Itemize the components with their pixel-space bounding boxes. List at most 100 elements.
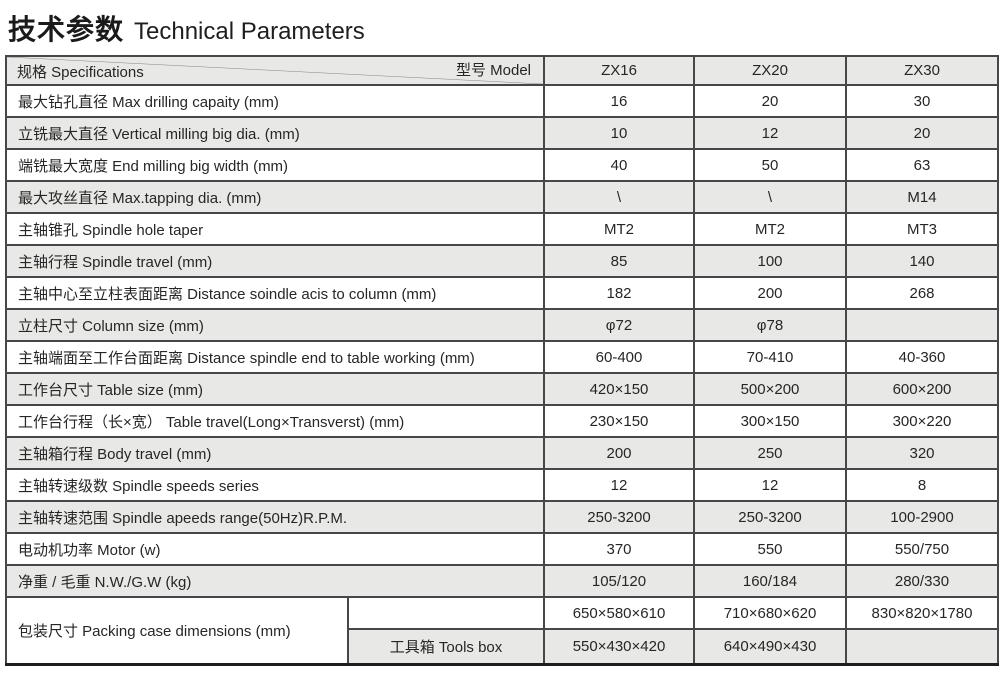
table-row: 工作台行程（长×宽） Table travel(Long×Transverst)… (5, 404, 999, 438)
cell-value: 140 (845, 244, 999, 278)
cell-value: 70-410 (693, 340, 847, 374)
header-spec-model-cell: 规格 Specifications 型号 Model (5, 55, 545, 86)
table-row: 最大钻孔直径 Max drilling capaity (mm) 16 20 30 (5, 84, 999, 118)
cell-value: 200 (693, 276, 847, 310)
cell-value: 100 (693, 244, 847, 278)
cell-value: 40 (543, 148, 695, 182)
row-label: 净重 / 毛重 N.W./G.W (kg) (5, 564, 545, 598)
tools-box-label: 工具箱 Tools box (347, 628, 545, 666)
table-row: 主轴转速范围 Spindle apeeds range(50Hz)R.P.M. 2… (5, 500, 999, 534)
page-title: 技术参数 Technical Parameters (8, 8, 365, 48)
cell-value: 10 (543, 116, 695, 150)
row-label: 最大攻丝直径 Max.tapping dia. (mm) (5, 180, 545, 214)
cell-value: 20 (845, 116, 999, 150)
cell-value: 160/184 (693, 564, 847, 598)
cell-value: 20 (693, 84, 847, 118)
cell-value: 370 (543, 532, 695, 566)
row-label: 立柱尺寸 Column size (mm) (5, 308, 545, 342)
table-row: 净重 / 毛重 N.W./G.W (kg) 105/120 160/184 280/3… (5, 564, 999, 598)
cell-value: 320 (845, 436, 999, 470)
page-title-zh: 技术参数 (8, 14, 125, 45)
cell-value: 105/120 (543, 564, 695, 598)
cell-value: 650×580×610 (543, 596, 695, 630)
table-row: 电动机功率 Motor (w) 370 550 550/750 (5, 532, 999, 566)
row-label: 主轴转速级数 Spindle speeds series (5, 468, 545, 502)
cell-value: 250-3200 (543, 500, 695, 534)
cell-value: 600×200 (845, 372, 999, 406)
cell-value: 550×430×420 (543, 628, 695, 666)
cell-value: φ78 (693, 308, 847, 342)
cell-value: 12 (693, 468, 847, 502)
technical-parameters-table: 规格 Specifications 型号 Model ZX16 ZX20 ZX3… (5, 55, 999, 666)
table-row: 立铣最大直径 Vertical milling big dia. (mm) 10 1… (5, 116, 999, 150)
row-label: 最大钻孔直径 Max drilling capaity (mm) (5, 84, 545, 118)
cell-value: 12 (543, 468, 695, 502)
row-label: 工作台行程（长×宽） Table travel(Long×Transverst)… (5, 404, 545, 438)
table-row: 主轴中心至立柱表面距离 Distance soindle acis to col… (5, 276, 999, 310)
cell-value: MT2 (543, 212, 695, 246)
page-title-en: Technical Parameters (134, 18, 365, 45)
cell-value: 500×200 (693, 372, 847, 406)
cell-value: 182 (543, 276, 695, 310)
cell-value: 100-2900 (845, 500, 999, 534)
table-row: 最大攻丝直径 Max.tapping dia. (mm) \ \ M14 (5, 180, 999, 214)
cell-value: 830×820×1780 (845, 596, 999, 630)
cell-value: 12 (693, 116, 847, 150)
cell-value: 40-360 (845, 340, 999, 374)
row-label: 端铣最大宽度 End milling big width (mm) (5, 148, 545, 182)
table-row: 工作台尺寸 Table size (mm) 420×150 500×200 600×2… (5, 372, 999, 406)
cell-value: 268 (845, 276, 999, 310)
model-column-zx16: ZX16 (543, 55, 695, 86)
cell-value: MT2 (693, 212, 847, 246)
row-label: 主轴中心至立柱表面距离 Distance soindle acis to col… (5, 276, 545, 310)
cell-value: 16 (543, 84, 695, 118)
row-label: 主轴转速范围 Spindle apeeds range(50Hz)R.P.M. (5, 500, 545, 534)
table-row: 端铣最大宽度 End milling big width (mm) 40 50 63 (5, 148, 999, 182)
row-label: 主轴行程 Spindle travel (mm) (5, 244, 545, 278)
cell-value: 280/330 (845, 564, 999, 598)
table-row: 主轴箱行程 Body travel (mm) 200 250 320 (5, 436, 999, 470)
cell-value: 85 (543, 244, 695, 278)
table-row: 主轴端面至工作台面距离 Distance spindle end to tabl… (5, 340, 999, 374)
cell-value: 300×150 (693, 404, 847, 438)
cell-value: 30 (845, 84, 999, 118)
tools-box-row: 工具箱 Tools box 550×430×420 640×490×430 (6, 628, 999, 666)
cell-value (845, 628, 999, 666)
cell-value: 550 (693, 532, 847, 566)
cell-value: 8 (845, 468, 999, 502)
spec-header-label: 规格 Specifications (17, 64, 144, 81)
cell-value: 300×220 (845, 404, 999, 438)
diagonal-divider (7, 57, 543, 84)
packing-sub-label (347, 596, 545, 630)
cell-value: 63 (845, 148, 999, 182)
cell-value: MT3 (845, 212, 999, 246)
cell-value: φ72 (543, 308, 695, 342)
cell-value: 250-3200 (693, 500, 847, 534)
row-label: 工作台尺寸 Table size (mm) (5, 372, 545, 406)
model-column-zx30: ZX30 (845, 55, 999, 86)
cell-value: 50 (693, 148, 847, 182)
model-header-label: 型号 Model (455, 62, 531, 79)
cell-value: M14 (845, 180, 999, 214)
cell-value: 640×490×430 (693, 628, 847, 666)
packing-row: 包装尺寸 Packing case dimensions (mm) 650×58… (5, 596, 999, 666)
cell-value: 230×150 (543, 404, 695, 438)
model-column-zx20: ZX20 (693, 55, 847, 86)
cell-value: 420×150 (543, 372, 695, 406)
row-label: 主轴端面至工作台面距离 Distance spindle end to tabl… (5, 340, 545, 374)
cell-value: 710×680×620 (693, 596, 847, 630)
cell-value (845, 308, 999, 342)
table-row: 主轴行程 Spindle travel (mm) 85 100 140 (5, 244, 999, 278)
cell-value: \ (693, 180, 847, 214)
table-row: 主轴锥孔 Spindle hole taper MT2 MT2 MT3 (5, 212, 999, 246)
row-label: 立铣最大直径 Vertical milling big dia. (mm) (5, 116, 545, 150)
cell-value: \ (543, 180, 695, 214)
row-label: 电动机功率 Motor (w) (5, 532, 545, 566)
packing-label: 包装尺寸 Packing case dimensions (mm) (5, 596, 349, 666)
cell-value: 200 (543, 436, 695, 470)
cell-value: 550/750 (845, 532, 999, 566)
row-label: 主轴锥孔 Spindle hole taper (5, 212, 545, 246)
table-row: 立柱尺寸 Column size (mm) φ72 φ78 (5, 308, 999, 342)
row-label: 主轴箱行程 Body travel (mm) (5, 436, 545, 470)
cell-value: 250 (693, 436, 847, 470)
